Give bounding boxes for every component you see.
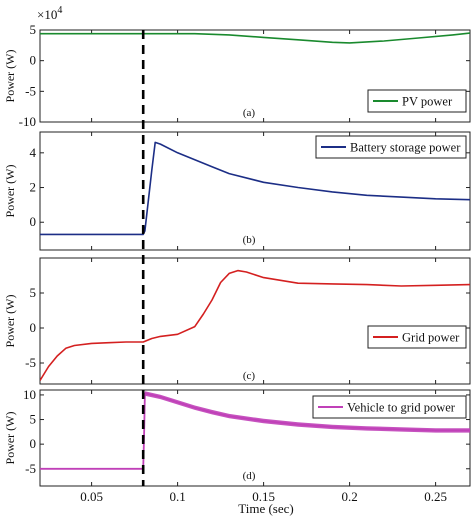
panel-label: (d) <box>243 470 256 482</box>
y-tick-label: -10 <box>19 114 36 129</box>
series-band-d <box>144 391 470 433</box>
y-tick-label: 10 <box>23 387 36 402</box>
panel-label: (b) <box>243 234 256 246</box>
x-tick-label: 0.05 <box>80 489 103 504</box>
panel-d: 10 5 0 -5 0.05 0.1 0.15 0.2 0.25 Power (W) Vehicle… <box>3 387 471 504</box>
legend-box <box>315 135 467 159</box>
y-tick-label: 0 <box>30 214 37 229</box>
series-line-b <box>40 141 470 236</box>
series-line-c <box>40 269 470 381</box>
panel-label: (a) <box>243 107 256 119</box>
y-axis-label: Power (W) <box>3 412 17 465</box>
y-tick-label: -5 <box>25 355 36 370</box>
y-axis-label: Power (W) <box>3 165 17 218</box>
y-tick-label: -5 <box>25 461 36 476</box>
legend-c: Grid power <box>367 325 467 349</box>
y-axis-label: Power (W) <box>3 295 17 348</box>
panel-c: 5 0 -5 Power (W) Grid power (c) <box>3 257 471 385</box>
y-tick-label: 0 <box>30 53 37 68</box>
x-tick-label: 0.1 <box>169 489 185 504</box>
y-tick-label: 5 <box>30 22 37 37</box>
legend-label: PV power <box>402 95 453 109</box>
panel-frame <box>39 389 471 487</box>
legend-box <box>312 395 467 419</box>
legend-label: Vehicle to grid power <box>347 401 456 415</box>
y-axis-label: Power (W) <box>3 50 17 103</box>
y-tick-label: -5 <box>25 83 36 98</box>
x-axis-label: Time (sec) <box>238 501 294 516</box>
x-tick-label: 0.25 <box>424 489 447 504</box>
panel-frame <box>39 257 471 385</box>
series-line-a <box>40 32 470 44</box>
legend-a: PV power <box>367 89 467 113</box>
panel-frame <box>39 131 471 251</box>
y-tick-label: 0 <box>30 320 37 335</box>
exponent-label: ×104 <box>37 5 62 22</box>
legend-d: Vehicle to grid power <box>312 395 467 419</box>
y-tick-label: 5 <box>30 412 37 427</box>
legend-label: Grid power <box>402 331 460 345</box>
x-tick-label: 0.2 <box>341 489 357 504</box>
legend-label: Battery storage power <box>350 141 461 155</box>
legend-box <box>367 89 467 113</box>
panel-b: 4 2 0 Power (W) Battery storage power (b) <box>3 131 471 251</box>
legend-box <box>367 325 467 349</box>
y-tick-label: 5 <box>30 285 37 300</box>
exponent-power: 4 <box>57 5 62 16</box>
x-tick-label: 0.15 <box>252 489 275 504</box>
panel-frame <box>39 29 471 123</box>
y-tick-label: 4 <box>30 145 37 160</box>
y-tick-label: 2 <box>30 180 37 195</box>
panel-label: (c) <box>243 370 256 382</box>
y-tick-label: 0 <box>30 436 37 451</box>
legend-b: Battery storage power <box>315 135 467 159</box>
